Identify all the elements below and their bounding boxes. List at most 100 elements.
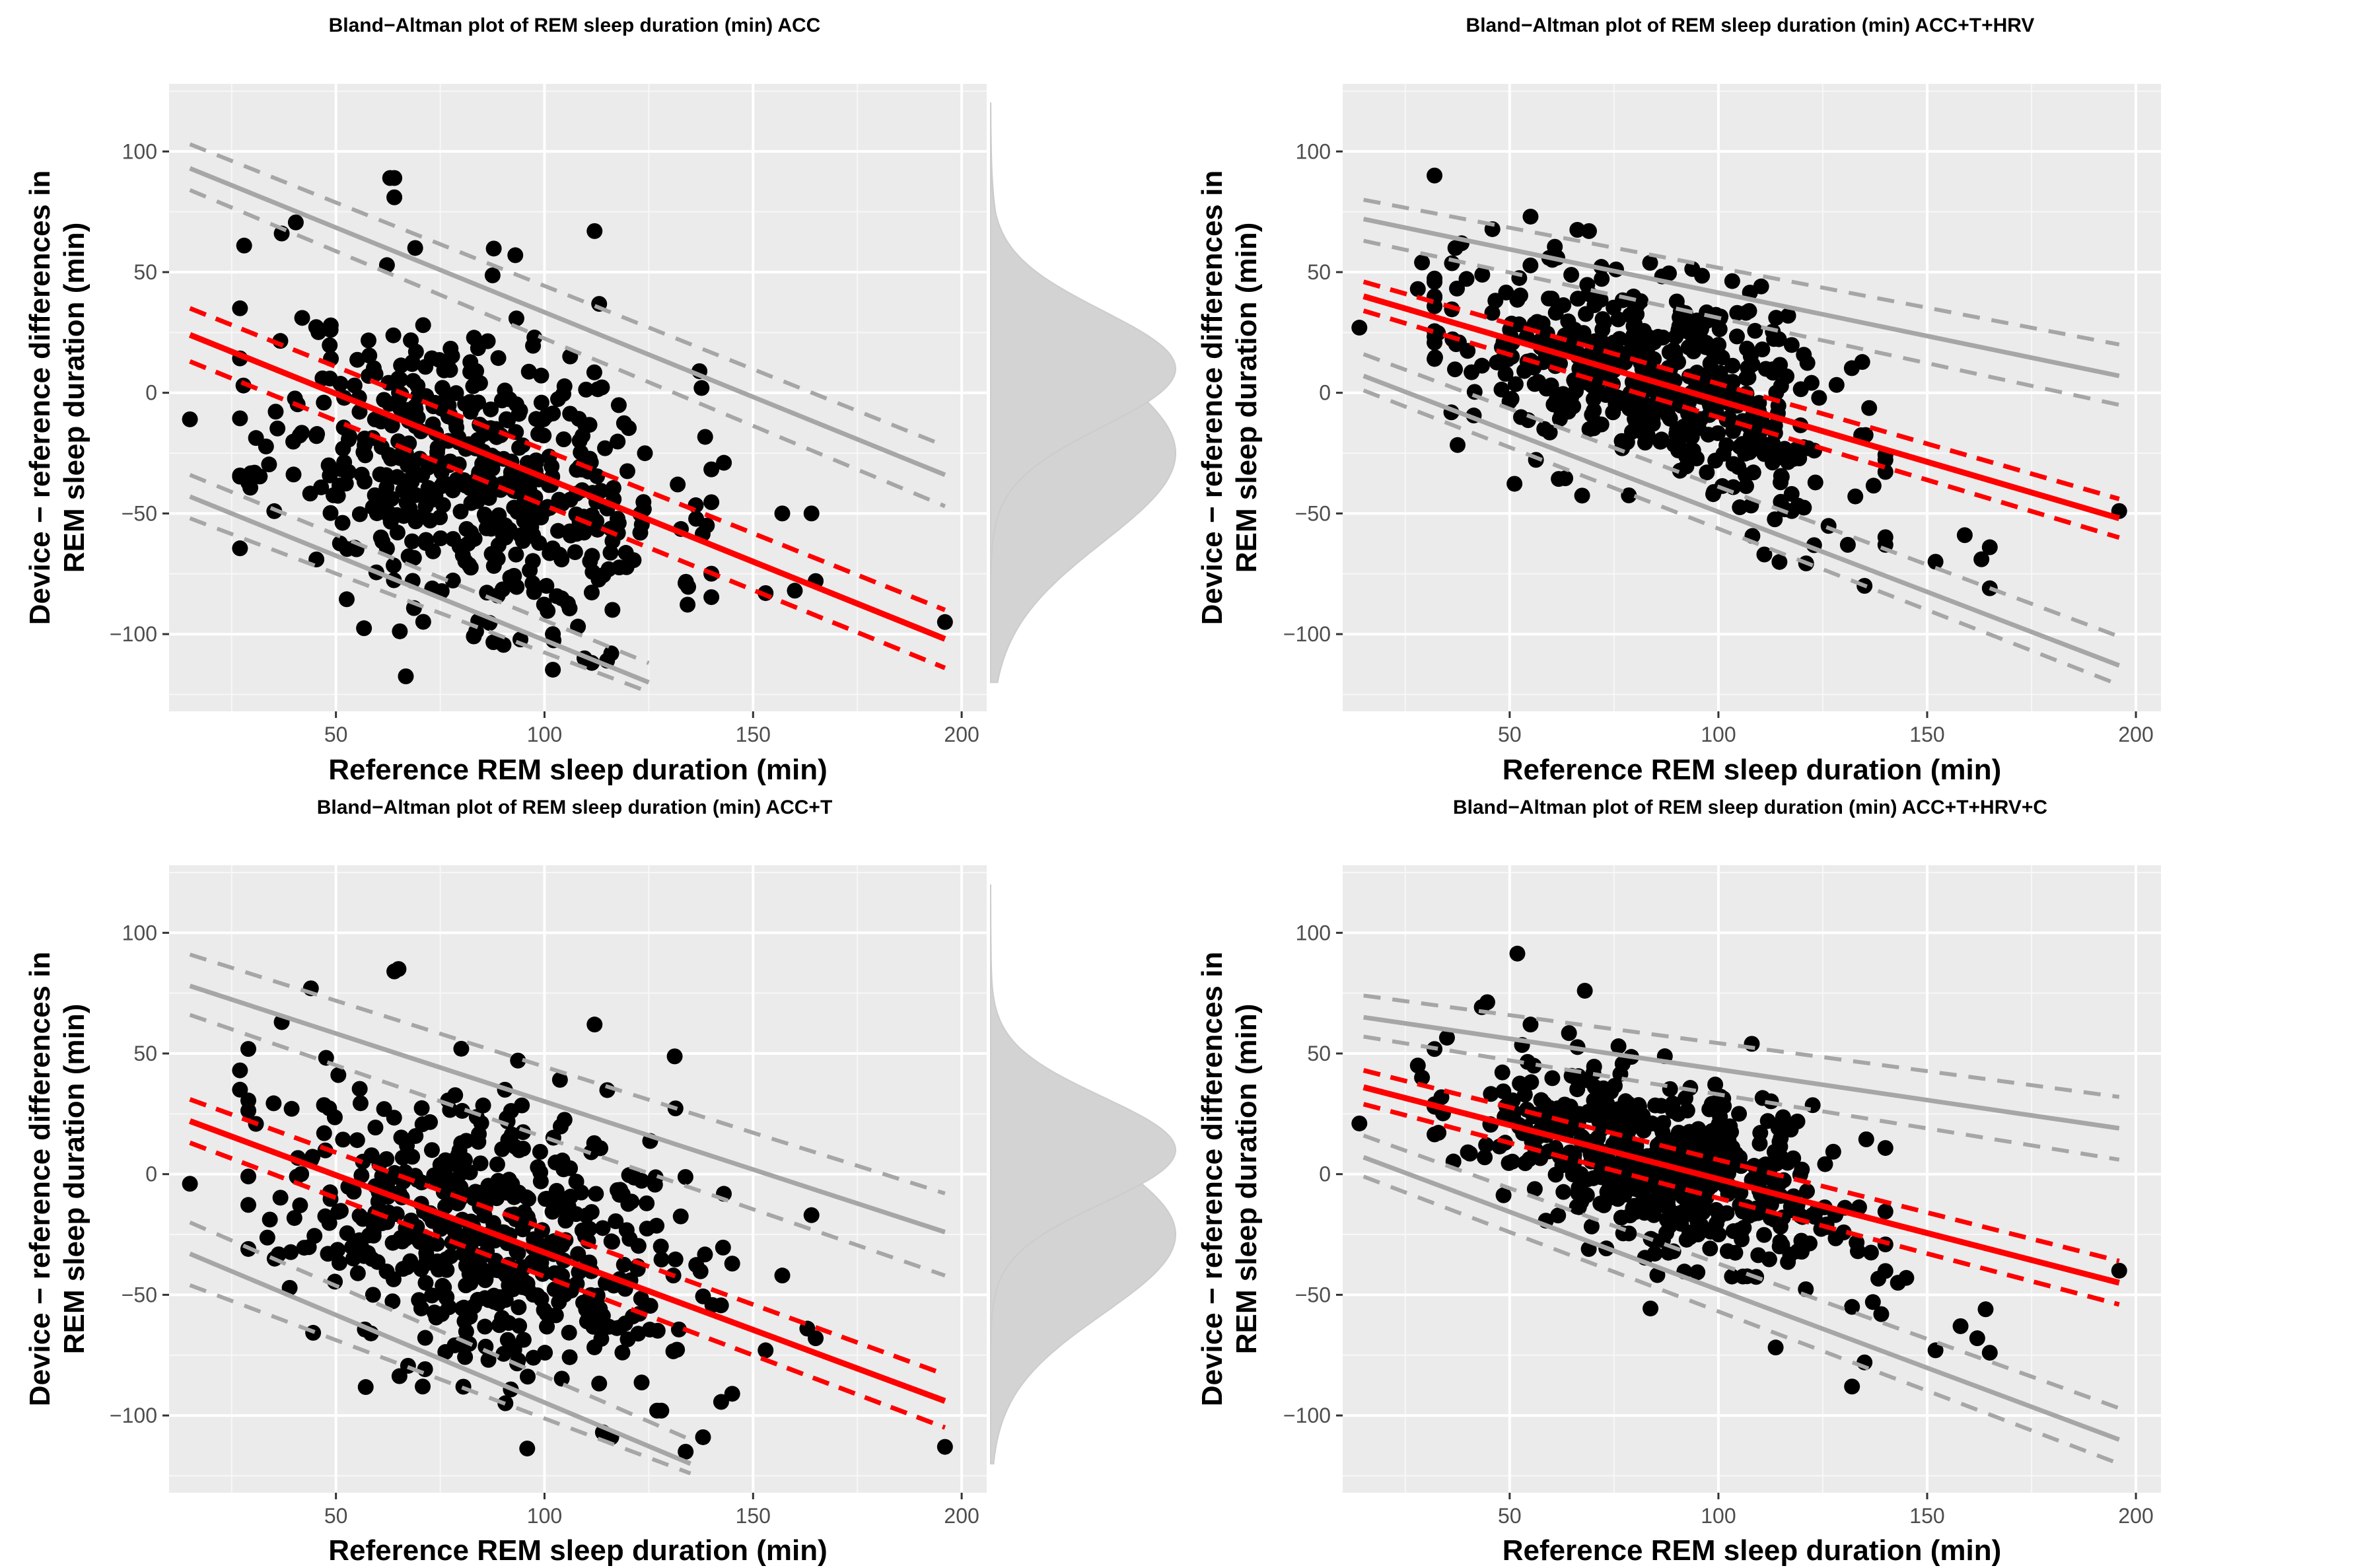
bias-line	[1362, 293, 2121, 522]
data-point	[346, 377, 363, 394]
data-point	[724, 1256, 740, 1272]
data-point	[1927, 553, 1944, 570]
data-point	[480, 1351, 497, 1368]
data-point	[320, 457, 337, 474]
data-point	[386, 557, 402, 574]
data-point	[1674, 1188, 1691, 1205]
data-point	[514, 1124, 531, 1141]
data-point	[1771, 553, 1788, 570]
data-point	[1448, 336, 1464, 353]
data-point	[1487, 293, 1504, 309]
data-point	[1449, 280, 1466, 297]
data-point	[388, 1206, 405, 1223]
data-point	[724, 1386, 740, 1402]
x-tick-label: 100	[1701, 1504, 1736, 1528]
data-point	[485, 634, 502, 651]
data-point	[406, 550, 422, 566]
data-point	[555, 1200, 571, 1217]
data-point	[1768, 1155, 1785, 1172]
data-point	[1427, 167, 1443, 184]
data-point	[573, 1184, 589, 1201]
data-point	[548, 1307, 564, 1324]
data-point	[240, 1092, 257, 1109]
data-point	[524, 553, 541, 569]
data-point	[688, 497, 704, 513]
data-point	[637, 445, 653, 462]
data-point	[1551, 411, 1568, 427]
data-point	[497, 1395, 514, 1411]
upper-limit-ci-upper	[1363, 197, 2120, 347]
data-point	[1712, 1108, 1728, 1125]
data-point	[1747, 322, 1763, 339]
upper-limit-ci-upper	[1363, 993, 2120, 1099]
data-point	[1506, 476, 1523, 492]
x-tick-label: 100	[1701, 723, 1736, 746]
data-point	[453, 1040, 470, 1057]
data-point	[1611, 331, 1628, 347]
y-tick-label: −50	[1295, 501, 1331, 525]
data-point	[653, 1238, 669, 1255]
data-point	[695, 1429, 711, 1445]
data-point	[294, 310, 310, 326]
data-point	[1751, 1201, 1767, 1218]
x-tick-label: 50	[1498, 723, 1522, 746]
y-tick-label: −50	[1295, 1283, 1331, 1306]
data-point	[326, 1109, 343, 1125]
data-point	[1877, 1140, 1893, 1157]
data-point	[508, 483, 524, 499]
data-point	[1694, 1127, 1711, 1143]
data-point	[1739, 340, 1755, 357]
x-tick-label: 200	[2118, 723, 2153, 746]
data-point	[1828, 376, 1845, 393]
data-point	[308, 428, 325, 445]
data-point	[513, 1269, 529, 1285]
data-point	[1794, 1161, 1810, 1178]
data-point	[1458, 271, 1475, 287]
data-point	[330, 1203, 347, 1220]
data-point	[483, 401, 499, 417]
data-point	[498, 411, 514, 427]
lower-limit-line	[1362, 1155, 2121, 1442]
data-point	[1767, 1339, 1784, 1356]
data-point	[602, 544, 619, 561]
data-point	[1617, 1093, 1634, 1110]
data-point	[562, 527, 579, 544]
data-point	[499, 1184, 515, 1201]
y-tick-label: 50	[1307, 1042, 1331, 1065]
data-point	[1609, 394, 1625, 411]
data-point	[667, 1251, 684, 1267]
x-axis-label: Reference REM sleep duration (min)	[328, 754, 827, 786]
data-point	[1670, 1124, 1687, 1141]
y-axis-label-line2: REM sleep duration (min)	[1230, 223, 1263, 573]
data-point	[513, 527, 529, 544]
data-point	[1522, 208, 1539, 225]
data-point	[423, 1287, 440, 1304]
data-point	[1817, 1156, 1833, 1172]
data-point	[1689, 1214, 1706, 1230]
data-point	[486, 426, 503, 443]
data-point	[331, 1254, 347, 1271]
data-point	[774, 505, 791, 522]
data-point	[715, 1239, 731, 1256]
data-point	[393, 1129, 409, 1146]
data-point	[1772, 1139, 1788, 1155]
x-tick-label: 100	[527, 723, 562, 746]
data-point	[232, 300, 248, 316]
data-point	[407, 1127, 424, 1144]
data-point	[285, 466, 302, 483]
x-tick-label: 200	[2118, 1504, 2153, 1528]
data-point	[355, 1211, 371, 1227]
data-point	[272, 1190, 289, 1206]
data-point	[1447, 361, 1464, 378]
data-point	[1767, 417, 1783, 434]
x-tick-label: 50	[324, 723, 348, 746]
data-point	[1602, 1186, 1618, 1202]
data-point	[1803, 374, 1820, 391]
data-point	[678, 573, 694, 590]
data-point	[462, 1308, 478, 1325]
data-point	[538, 1191, 554, 1207]
data-point	[604, 1234, 621, 1250]
data-point	[1427, 349, 1443, 366]
data-point	[422, 513, 439, 529]
data-point	[545, 661, 561, 678]
